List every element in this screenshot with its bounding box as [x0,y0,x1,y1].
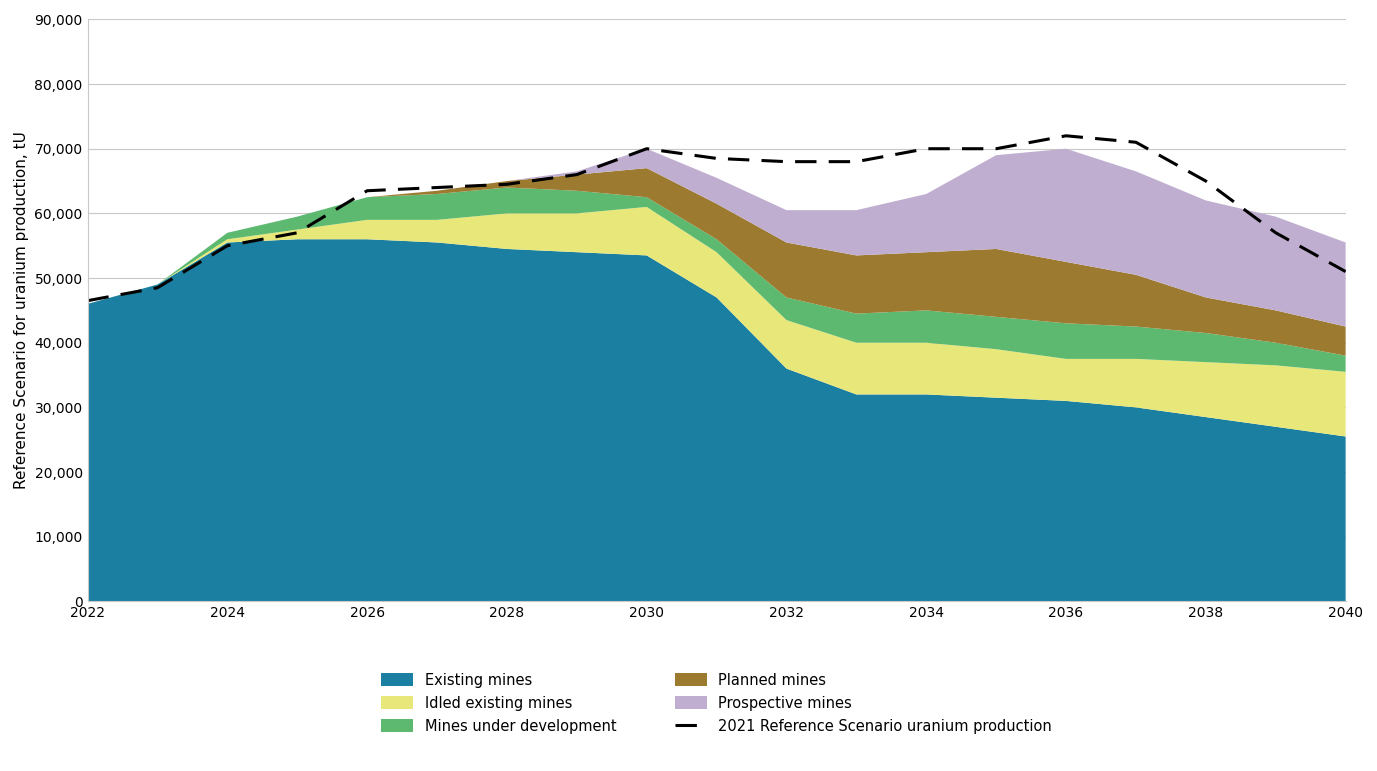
Legend: Existing mines, Idled existing mines, Mines under development, Planned mines, Pr: Existing mines, Idled existing mines, Mi… [375,667,1058,739]
Y-axis label: Reference Scenario for uranium production, tU: Reference Scenario for uranium productio… [14,131,29,490]
